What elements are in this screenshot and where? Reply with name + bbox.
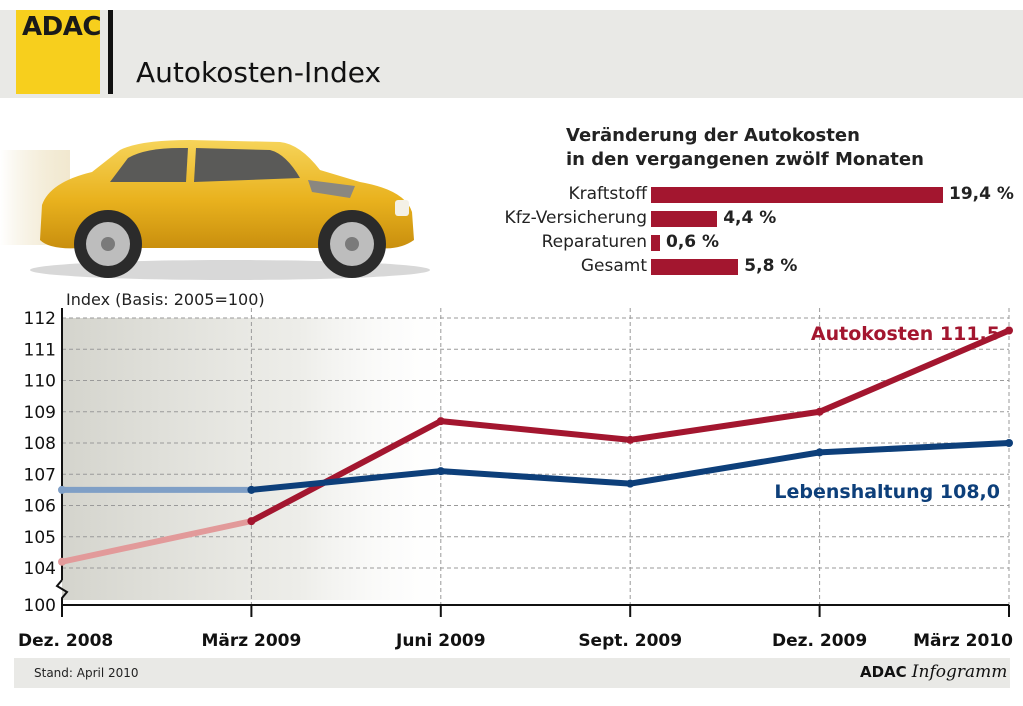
bar [651, 259, 739, 275]
y-tick-label: 105 [24, 528, 56, 548]
car-illustration [0, 140, 430, 280]
x-tick-label: März 2010 [913, 631, 1013, 651]
data-point [626, 479, 635, 488]
axes [55, 308, 1010, 617]
y-tick-label: 109 [24, 403, 56, 423]
adac-logo: ADAC [16, 10, 101, 94]
footer-band [14, 658, 1010, 688]
bar [651, 187, 943, 203]
x-ticks: Dez. 2008 März 2009 Juni 2009 Sept. 2009 Dez… [18, 631, 1013, 651]
bar [651, 235, 661, 251]
data-point [1005, 326, 1013, 335]
bar-value: 19,4 % [949, 184, 1014, 204]
series-segment-faded [59, 518, 255, 565]
bar-chart-title: Veränderung der Autokosten in den vergan… [566, 124, 924, 172]
x-tick-label: Sept. 2009 [578, 631, 682, 651]
bar-label: Reparaturen [541, 232, 647, 252]
header-band [0, 10, 1023, 98]
series-label: Lebenshaltung 108,0 [774, 481, 1000, 503]
brand-infogramm: Infogramm [911, 662, 1008, 682]
data-point [815, 407, 824, 416]
series-labels: Autokosten 111,5 Lebenshaltung 108,0 [774, 323, 1000, 503]
x-tick-label: Dez. 2009 [772, 631, 867, 651]
bar-label: Gesamt [580, 256, 647, 276]
grid [62, 308, 1010, 605]
axis-break [55, 579, 69, 605]
y-ticks: 100 104 105 106 107 108 109 110 111 112 [24, 309, 56, 616]
y-tick-label: 106 [24, 497, 56, 517]
data-point [247, 485, 256, 494]
stand-date: Stand: April 2010 [34, 666, 139, 680]
bar-label: Kfz-Versicherung [504, 208, 647, 228]
banknotes-background [62, 318, 462, 600]
x-tick-label: Juni 2009 [395, 631, 486, 651]
bar-chart-title-line1: Veränderung der Autokosten [566, 125, 860, 146]
data-point [815, 448, 824, 457]
data-point [58, 485, 66, 494]
bar-value: 4,4 % [723, 208, 777, 228]
data-point [436, 467, 445, 476]
adac-logo-text: ADAC [22, 12, 101, 42]
y-tick-label: 110 [24, 372, 56, 392]
y-axis-title: Index (Basis: 2005=100) [66, 290, 265, 309]
header-divider [108, 10, 113, 94]
series-lines [58, 326, 1013, 566]
data-point [1005, 439, 1013, 447]
data-point [247, 517, 256, 526]
y-tick-label: 108 [24, 434, 56, 454]
data-point [58, 557, 66, 566]
bar-chart-title-line2: in den vergangenen zwölf Monaten [566, 149, 924, 170]
y-tick-label: 107 [24, 465, 56, 485]
bar-label: Kraftstoff [568, 184, 647, 204]
bar-value: 0,6 % [666, 232, 720, 252]
data-point [626, 435, 635, 444]
x-tick-label: Dez. 2008 [18, 631, 113, 651]
bar-row-kfz-versicherung: Kfz-Versicherung 4,4 % [0, 208, 1023, 230]
series-label: Autokosten 111,5 [811, 323, 1000, 345]
bar-row-gesamt: Gesamt 5,8 % [0, 256, 1023, 278]
page-title: Autokosten-Index [136, 56, 382, 89]
data-point [436, 417, 445, 426]
brand-adac: ADAC [860, 663, 907, 681]
bar-value: 5,8 % [744, 256, 798, 276]
y-tick-label: 111 [24, 340, 56, 360]
adac-infogramm-brand: ADAC Infogramm [860, 662, 1007, 682]
x-tick-label: März 2009 [201, 631, 301, 651]
bar [651, 211, 718, 227]
y-tick-label: 104 [24, 559, 56, 579]
y-tick-label: 112 [24, 309, 56, 329]
line-chart: 100 104 105 106 107 108 109 110 111 112 Dez. 2008… [18, 308, 1013, 651]
y-tick-label: 100 [24, 596, 56, 616]
bar-row-reparaturen: Reparaturen 0,6 % [0, 232, 1023, 254]
bar-row-kraftstoff: Kraftstoff 19,4 % [0, 184, 1023, 206]
